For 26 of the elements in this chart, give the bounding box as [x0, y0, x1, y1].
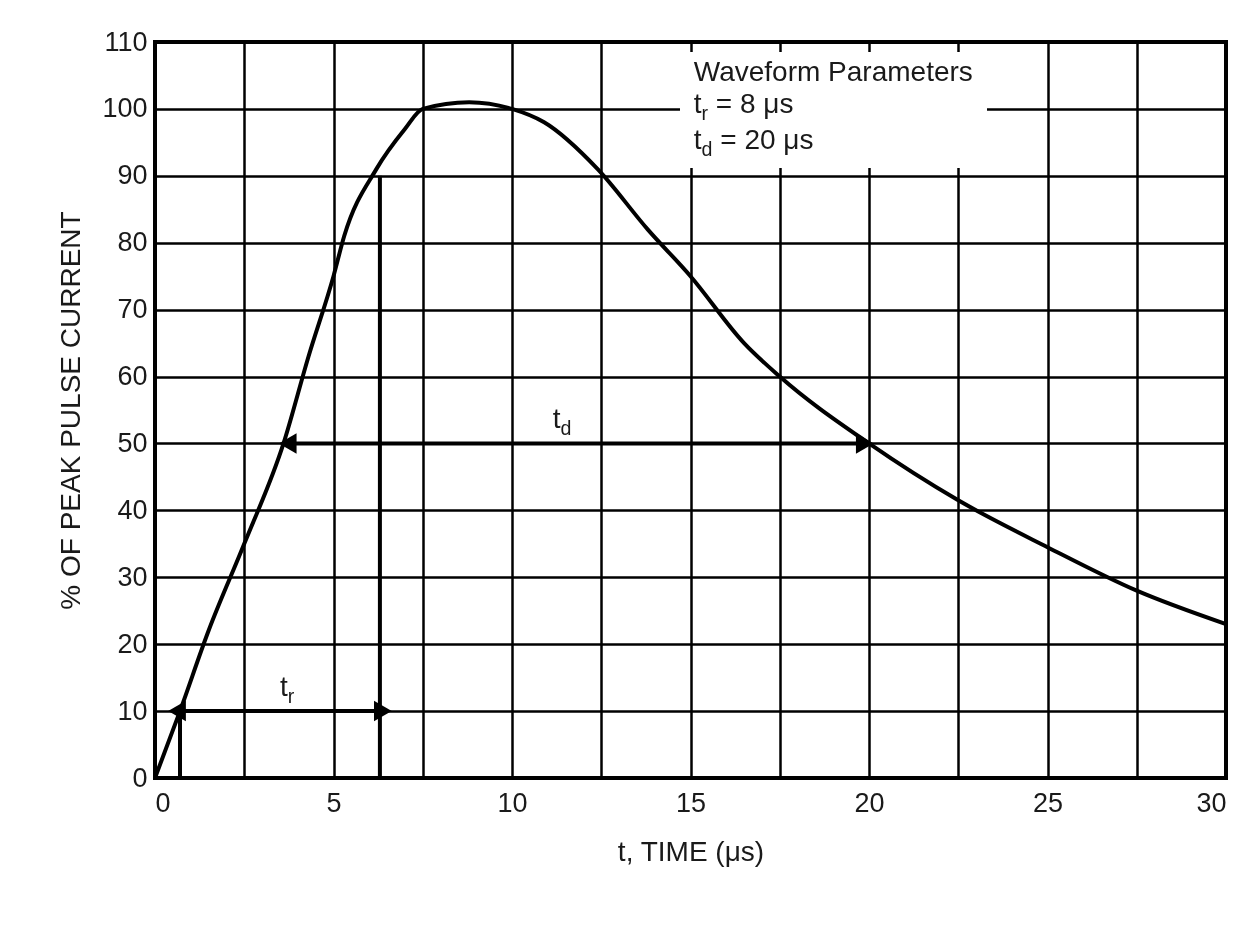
y-tick-label: 100: [102, 93, 148, 124]
annotation: t$_{d}$ = 20 μs: [693, 124, 815, 161]
x-tick-label: 20: [854, 787, 885, 818]
y-tick-label: 10: [117, 695, 148, 726]
y-tick-label: 110: [104, 26, 148, 57]
x-tick-label: 5: [326, 787, 342, 818]
x-tick-label: 30: [1196, 787, 1227, 818]
y-tick-label: 20: [117, 628, 148, 659]
y-tick-label: 40: [117, 494, 148, 525]
y-tick-label: 60: [117, 361, 148, 392]
y-tick-label: 50: [117, 427, 148, 458]
y-tick-label: 80: [117, 227, 148, 258]
y-tick-label: 90: [117, 160, 148, 191]
x-tick-label: 10: [497, 787, 528, 818]
annotation: t$_{d}$: [552, 403, 572, 441]
y-tick-label: 0: [132, 762, 148, 793]
annotation: Waveform Parameters: [693, 56, 973, 89]
y-tick-label: 70: [117, 294, 148, 325]
x-tick-label: 15: [675, 787, 707, 818]
annotation: t$_{r}$ = 8 μs: [693, 88, 795, 125]
x-tick-label: 0: [155, 787, 171, 818]
y-tick-label: 30: [117, 561, 148, 592]
x-axis-title: t, TIME (μs): [617, 835, 765, 867]
x-tick-label: 25: [1032, 787, 1064, 818]
annotation: t$_{r}$: [279, 671, 295, 709]
y-axis-title: % OF PEAK PULSE CURRENT: [55, 211, 87, 610]
